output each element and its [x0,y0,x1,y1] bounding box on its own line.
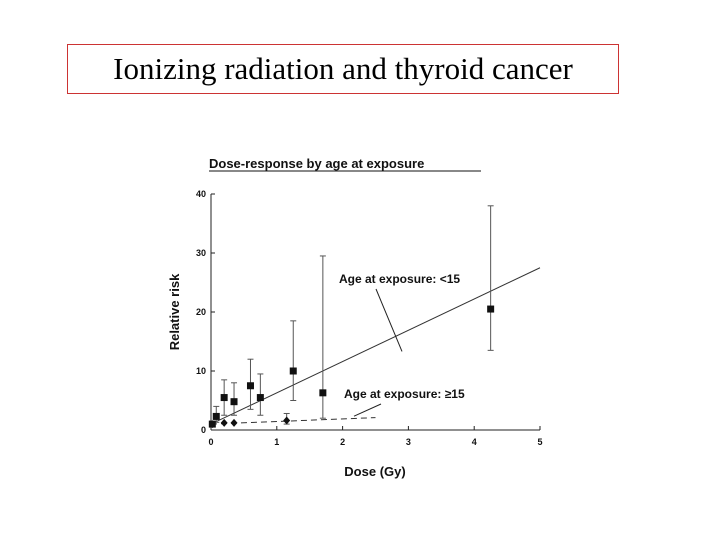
x-tick-label: 3 [406,437,411,447]
data-point-square [212,412,220,420]
data-point-square [319,389,327,397]
data-point-diamond [230,418,238,427]
y-tick-label: 20 [196,307,206,317]
x-tick-label: 0 [208,437,213,447]
annotation-15-plus: Age at exposure: ≥15 [344,387,465,401]
data-point-square [230,398,238,406]
data-point-square [246,382,254,390]
data-point-square [220,394,228,402]
y-tick-label: 40 [196,189,206,199]
data-points [208,305,495,429]
y-tick-label: 0 [201,425,206,435]
data-point-diamond [220,418,228,427]
data-point-diamond [208,420,216,429]
annotation-under-15: Age at exposure: <15 [339,272,460,286]
chart-axes: 0 10 20 30 40 0 1 2 3 4 5 [196,189,543,447]
data-point-square [256,394,264,402]
x-tick-label: 4 [472,437,477,447]
annotation-15-plus-arrow [353,403,382,417]
y-tick-label: 30 [196,248,206,258]
fit-lines [210,267,541,425]
x-axis-label: Dose (Gy) [344,464,405,479]
chart-title: Dose-response by age at exposure [209,156,424,171]
annotation-under-15-arrow [375,288,403,352]
data-point-diamond [283,416,291,425]
y-tick-label: 10 [196,366,206,376]
slide-title: Ionizing radiation and thyroid cancer [67,44,619,94]
fit-line-series-0 [210,267,541,425]
y-axis-label: Relative risk [167,273,182,350]
annotations: Age at exposure: <15 Age at exposure: ≥15 [339,272,465,417]
data-point-square [487,305,495,313]
fit-line-series-1 [210,417,376,425]
x-tick-label: 1 [274,437,279,447]
x-tick-label: 5 [537,437,542,447]
x-tick-label: 2 [340,437,345,447]
data-point-square [289,367,297,375]
